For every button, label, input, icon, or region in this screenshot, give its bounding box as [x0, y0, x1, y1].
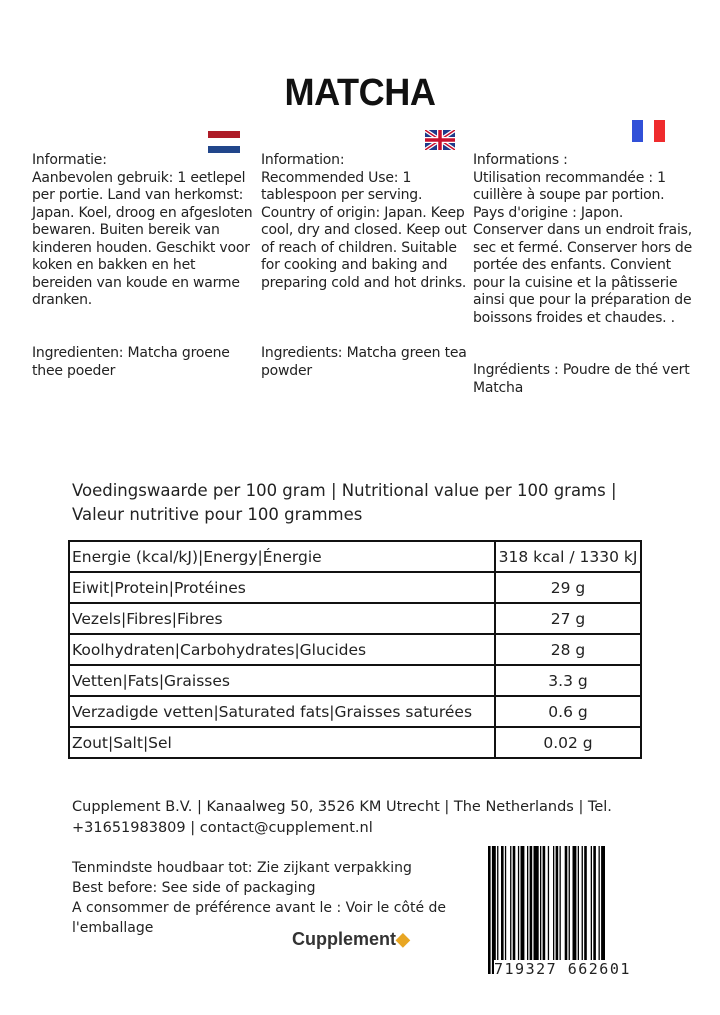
- barcode-bar: [547, 846, 550, 974]
- barcode-bar: [517, 846, 520, 974]
- nutrition-row: Vetten|Fats|Graisses 3.3 g: [68, 664, 642, 697]
- barcode-bar: [601, 846, 605, 974]
- nutrient-label: Zout|Salt|Sel: [68, 726, 496, 759]
- nutrient-value: 318 kcal / 1330 kJ: [494, 540, 642, 573]
- dutch-flag-icon: [208, 131, 240, 153]
- barcode-bar: [577, 846, 579, 974]
- barcode-bar: [564, 846, 568, 974]
- logo-text: Cupplement: [292, 929, 397, 949]
- barcode-bar: [568, 846, 570, 974]
- barcode-bar: [593, 846, 596, 974]
- best-before-en: Best before: See side of packaging: [72, 880, 316, 896]
- barcode-bar: [529, 846, 533, 974]
- nutrient-label: Vezels|Fibres|Fibres: [68, 602, 496, 635]
- nutrition-row: Vezels|Fibres|Fibres 27 g: [68, 602, 642, 635]
- barcode-bar: [598, 846, 600, 974]
- barcode-bar: [559, 846, 561, 974]
- nutrition-row: Zout|Salt|Sel 0.02 g: [68, 726, 642, 759]
- nutrient-label: Verzadigde vetten|Saturated fats|Graisse…: [68, 695, 496, 728]
- barcode-bar: [590, 846, 592, 974]
- nutrition-row: Energie (kcal/kJ)|Energy|Énergie 318 kcal…: [68, 540, 642, 573]
- nutrient-label: Energie (kcal/kJ)|Energy|Énergie: [68, 540, 496, 573]
- uk-flag-icon: [425, 130, 455, 150]
- barcode-bar: [555, 846, 559, 974]
- barcode-bar: [501, 846, 504, 974]
- barcode-bar: [572, 846, 577, 974]
- barcode: 719327 662601: [486, 846, 646, 980]
- nutrient-label: Koolhydraten|Carbohydrates|Glucides: [68, 633, 496, 666]
- ingredients-en: Ingredients: Matcha green tea powder: [261, 345, 467, 379]
- nutrient-value: 3.3 g: [494, 664, 642, 697]
- nutrient-value: 0.02 g: [494, 726, 642, 759]
- best-before-fr: A consommer de préférence avant le : Voi…: [72, 900, 447, 936]
- best-before-nl: Tenmindste houdbaar tot: Zie zijkant ver…: [72, 860, 412, 876]
- company-address: Cupplement B.V. | Kanaalweg 50, 3526 KM …: [72, 799, 612, 836]
- barcode-bar: [512, 846, 516, 974]
- ingredients-nl: Ingredienten: Matcha groene thee poeder: [32, 345, 230, 379]
- nutrient-label: Vetten|Fats|Graisses: [68, 664, 496, 697]
- barcode-bar: [491, 846, 496, 974]
- barcode-bar: [527, 846, 529, 974]
- nutrient-value: 0.6 g: [494, 695, 642, 728]
- barcode-number: 719327 662601: [494, 960, 644, 978]
- barcode-bar: [540, 846, 542, 974]
- barcode-bar: [581, 846, 583, 974]
- logo-dot-icon: ◆: [396, 929, 410, 949]
- barcode-bar: [553, 846, 555, 974]
- french-flag-icon: [632, 120, 665, 142]
- nutrition-table: Energie (kcal/kJ)|Energy|Énergie 318 kcal…: [68, 540, 642, 759]
- barcode-bar: [504, 846, 507, 974]
- barcode-bar: [542, 846, 546, 974]
- barcode-bar: [488, 846, 491, 974]
- cupplement-logo: Cupplement◆: [292, 929, 410, 950]
- barcode-bar: [584, 846, 587, 974]
- info-en: Information: Recommended Use: 1 tablespo…: [261, 152, 467, 291]
- nutrition-heading: Voedingswaarde per 100 gram | Nutritiona…: [72, 481, 617, 524]
- barcode-bar: [497, 846, 499, 974]
- best-before: Tenmindste houdbaar tot: Zie zijkant ver…: [72, 858, 452, 938]
- barcode-bar: [510, 846, 512, 974]
- nutrient-label: Eiwit|Protein|Protéines: [68, 571, 496, 604]
- info-fr: Informations : Utilisation recommandée :…: [473, 152, 693, 326]
- nutrient-value: 27 g: [494, 602, 642, 635]
- barcode-bar: [533, 846, 539, 974]
- nutrition-row: Verzadigde vetten|Saturated fats|Graisse…: [68, 695, 642, 728]
- product-title: MATCHA: [284, 72, 436, 114]
- barcode-bar: [520, 846, 525, 974]
- info-nl: Informatie: Aanbevolen gebruik: 1 eetlep…: [32, 152, 253, 308]
- nutrient-value: 28 g: [494, 633, 642, 666]
- ingredients-fr: Ingrédients : Poudre de thé vert Matcha: [473, 362, 690, 396]
- barcode-bars: [488, 846, 605, 974]
- nutrition-row: Eiwit|Protein|Protéines 29 g: [68, 571, 642, 604]
- nutrition-row: Koolhydraten|Carbohydrates|Glucides 28 g: [68, 633, 642, 666]
- nutrient-value: 29 g: [494, 571, 642, 604]
